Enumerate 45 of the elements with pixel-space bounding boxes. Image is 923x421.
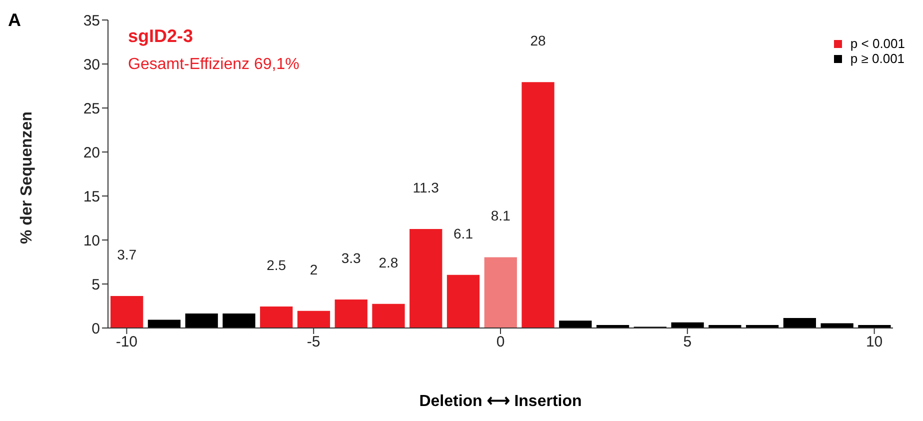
y-tick-label: 5	[92, 276, 100, 294]
y-tick-label: 20	[83, 144, 100, 162]
y-tick-label: 30	[83, 56, 100, 74]
legend-label: p ≥ 0.001	[850, 51, 905, 66]
y-tick-label: 0	[92, 320, 100, 338]
bar	[820, 322, 854, 328]
bar	[334, 298, 368, 328]
data-label: 8.1	[490, 208, 511, 224]
y-tick-label: 25	[83, 100, 100, 118]
bar	[483, 256, 518, 328]
x-tick-label: 5	[683, 334, 692, 351]
x-tick-label: -5	[306, 334, 320, 351]
bar	[446, 274, 481, 328]
data-label: 2.5	[266, 257, 286, 273]
bar	[110, 294, 144, 328]
data-label: 6.1	[454, 225, 474, 242]
text: A	[8, 10, 21, 31]
y-axis-title: % der Sequenzen	[18, 112, 36, 244]
data-label: 28	[530, 32, 546, 49]
chart-title: sgID2-3	[128, 26, 194, 47]
bar	[184, 312, 219, 328]
bar	[670, 321, 705, 328]
bar	[520, 81, 556, 328]
legend-label: p < 0.001	[850, 36, 905, 51]
bar	[259, 306, 294, 328]
bar	[296, 310, 332, 328]
bar	[782, 316, 817, 328]
data-label: 11.3	[412, 180, 440, 196]
bar	[408, 228, 444, 328]
y-tick-label: 15	[83, 188, 100, 206]
x-tick-label: 0	[496, 334, 505, 351]
x-tick-label: -10	[116, 334, 138, 351]
bar	[222, 312, 256, 328]
x-tick-label: 10	[866, 334, 883, 351]
data-label: 2	[310, 261, 318, 278]
data-label: 3.3	[341, 250, 362, 266]
bar	[146, 318, 182, 328]
bar	[558, 320, 593, 328]
data-label: 3.7	[117, 246, 137, 262]
y-tick-label: 35	[83, 12, 100, 30]
bar	[371, 302, 406, 328]
data-label: 2.8	[378, 254, 398, 270]
y-tick-label: 10	[83, 232, 100, 250]
text: Gesamt-Effizienz 69,1%	[128, 56, 300, 74]
x-axis-title: Deletion ⟷ Insertion	[418, 392, 583, 411]
